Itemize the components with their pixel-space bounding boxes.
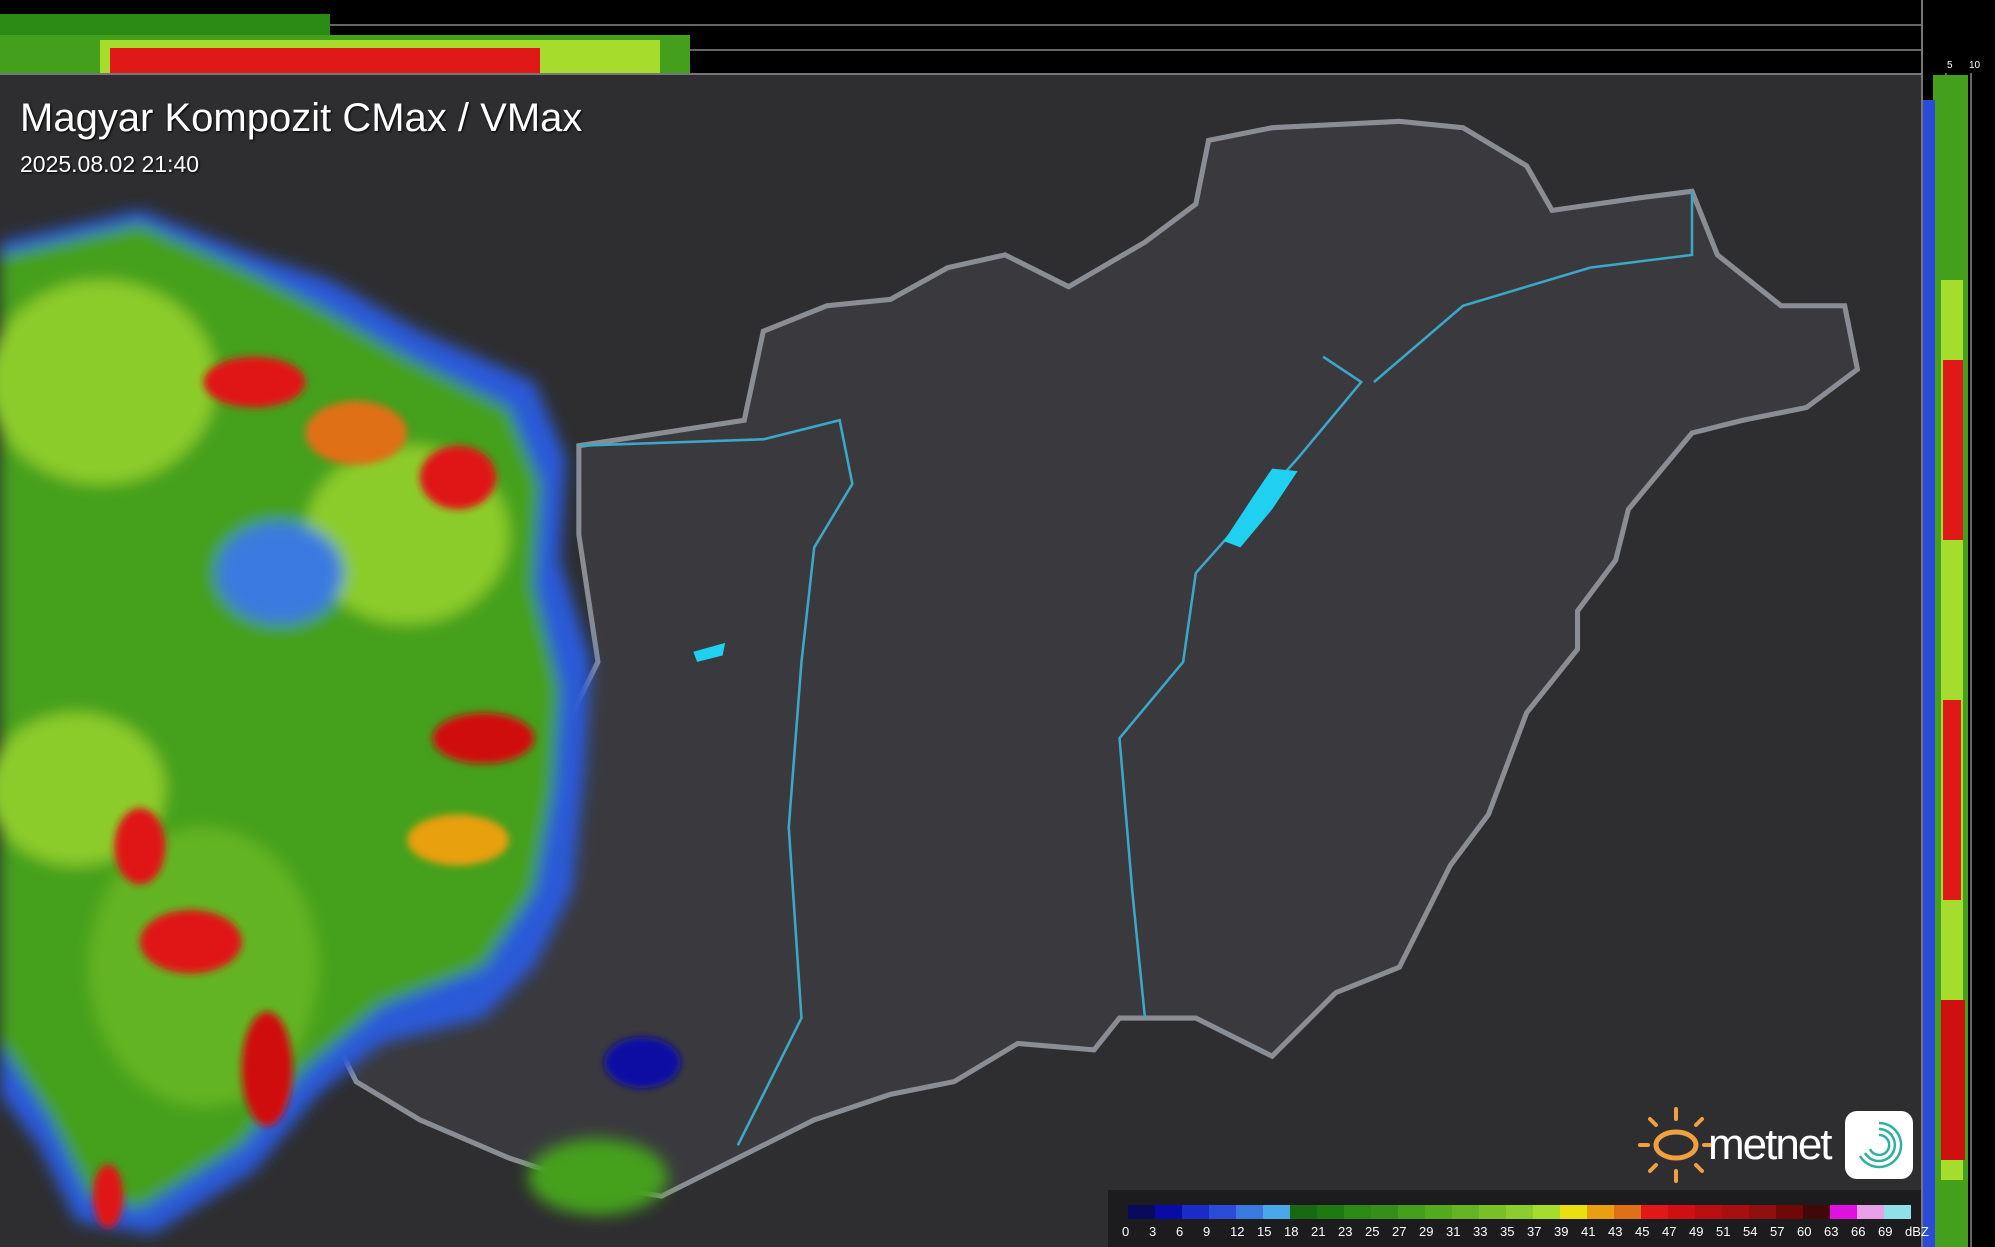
legend-value: 29 (1419, 1224, 1434, 1239)
legend-value: 27 (1392, 1224, 1407, 1239)
legend-swatch (1209, 1205, 1236, 1219)
metnet-logo: metnet (1636, 1105, 1913, 1185)
legend-swatch (1695, 1205, 1722, 1219)
legend-swatch (1641, 1205, 1668, 1219)
legend-swatch (1614, 1205, 1641, 1219)
legend-swatch (1425, 1205, 1452, 1219)
legend-value: 31 (1446, 1224, 1461, 1239)
legend-value: 35 (1500, 1224, 1515, 1239)
vertical-profile-top: 10 5 (0, 0, 1936, 75)
legend-value: 0 (1122, 1224, 1130, 1239)
legend-value: 63 (1824, 1224, 1839, 1239)
profile-right-chart (1923, 73, 1972, 1247)
dbz-color-legend: 0 3 6 9 12 15 18 21 23 25 27 29 31 33 35 37 39 41 43 45 47 49… (1108, 1190, 1929, 1247)
legend-value: 33 (1473, 1224, 1488, 1239)
legend-labels: 0 3 6 9 12 15 18 21 23 25 27 29 31 33 35 37 39 41 43 45 47 49… (1122, 1224, 1932, 1239)
legend-swatch (1722, 1205, 1749, 1219)
app-icon (1844, 1111, 1913, 1179)
legend-value: 37 (1527, 1224, 1542, 1239)
legend-value: 21 (1311, 1224, 1326, 1239)
legend-swatch (1533, 1205, 1560, 1219)
legend-swatch (1398, 1205, 1425, 1219)
legend-value: 9 (1203, 1224, 1211, 1239)
legend-swatch (1560, 1205, 1587, 1219)
lake-tisza (1223, 468, 1298, 548)
legend-value: 18 (1284, 1224, 1299, 1239)
legend-swatch (1290, 1205, 1317, 1219)
legend-swatch (1776, 1205, 1803, 1219)
legend-swatch (1128, 1205, 1155, 1219)
legend-swatch (1830, 1205, 1857, 1219)
legend-value: 47 (1662, 1224, 1677, 1239)
legend-value: 25 (1365, 1224, 1380, 1239)
legend-swatch (1155, 1205, 1182, 1219)
legend-value: 69 (1878, 1224, 1893, 1239)
radar-cores (92, 356, 681, 1228)
legend-value: 51 (1716, 1224, 1731, 1239)
legend-value: 45 (1635, 1224, 1650, 1239)
legend-swatch (1263, 1205, 1290, 1219)
profile-top-chart (0, 14, 1921, 73)
sun-icon (1638, 1107, 1714, 1183)
swirl-icon (1858, 1121, 1902, 1169)
legend-swatch (1317, 1205, 1344, 1219)
legend-swatch (1884, 1205, 1911, 1219)
legend-swatch (1344, 1205, 1371, 1219)
legend-value: 49 (1689, 1224, 1704, 1239)
legend-value: 41 (1581, 1224, 1596, 1239)
legend-swatch (1803, 1205, 1830, 1219)
legend-swatch (1749, 1205, 1776, 1219)
legend-swatch (1506, 1205, 1533, 1219)
legend-swatch (1587, 1205, 1614, 1219)
legend-swatch (1371, 1205, 1398, 1219)
legend-swatch (1182, 1205, 1209, 1219)
legend-swatch (1479, 1205, 1506, 1219)
legend-value: 12 (1230, 1224, 1245, 1239)
legend-value: 6 (1176, 1224, 1184, 1239)
legend-color-bar (1128, 1205, 1911, 1219)
vertical-profile-right: 5 10 (1921, 0, 1995, 1247)
radar-map[interactable] (0, 73, 1921, 1247)
legend-value: 54 (1743, 1224, 1758, 1239)
right-axis-label: 10 (1969, 60, 1981, 71)
legend-unit: dBZ (1905, 1224, 1929, 1239)
legend-value: 60 (1797, 1224, 1812, 1239)
legend-value: 43 (1608, 1224, 1623, 1239)
right-axis-label: 5 (1947, 60, 1953, 71)
legend-value: 3 (1149, 1224, 1157, 1239)
legend-swatch (1857, 1205, 1884, 1219)
legend-swatch (1236, 1205, 1263, 1219)
legend-swatch (1452, 1205, 1479, 1219)
brand-name: metnet (1708, 1120, 1833, 1169)
rivers (578, 191, 1694, 1146)
legend-value: 23 (1338, 1224, 1353, 1239)
map-timestamp: 2025.08.02 21:40 (20, 151, 200, 177)
legend-value: 66 (1851, 1224, 1866, 1239)
legend-value: 39 (1554, 1224, 1569, 1239)
legend-swatch (1668, 1205, 1695, 1219)
legend-value: 57 (1770, 1224, 1785, 1239)
lake-velence (693, 642, 726, 662)
map-title: Magyar Kompozit CMax / VMax (20, 96, 583, 140)
legend-value: 15 (1257, 1224, 1272, 1239)
